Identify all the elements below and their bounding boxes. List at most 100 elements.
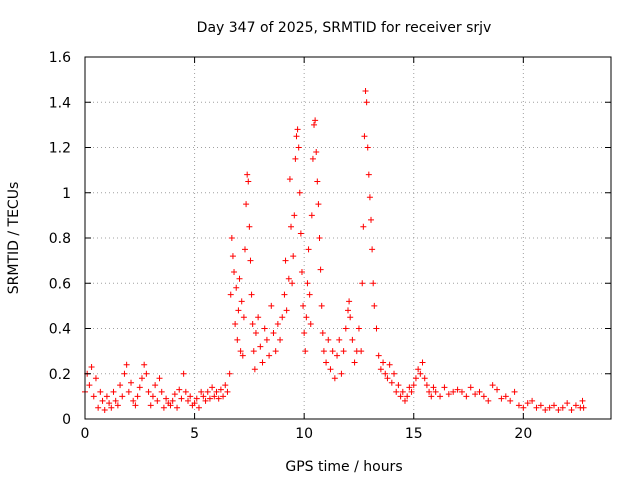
data-point: [323, 359, 330, 366]
data-point: [178, 395, 185, 402]
data-point: [251, 366, 258, 373]
data-point: [399, 388, 406, 395]
data-point: [313, 149, 320, 156]
data-point: [311, 121, 318, 128]
data-point: [110, 388, 117, 395]
data-point: [397, 393, 404, 400]
data-point: [268, 302, 275, 309]
data-point: [546, 404, 553, 411]
data-point: [395, 382, 402, 389]
data-point: [340, 348, 347, 355]
data-point: [371, 302, 378, 309]
data-point: [106, 400, 113, 407]
x-tick-label: 20: [514, 426, 532, 442]
data-point: [365, 171, 372, 178]
data-point: [215, 395, 222, 402]
data-point: [410, 382, 417, 389]
data-point: [185, 397, 192, 404]
data-point: [580, 404, 587, 411]
data-point: [134, 393, 141, 400]
chart-title: Day 347 of 2025, SRMTID for receiver srj…: [197, 20, 492, 36]
data-point: [336, 336, 343, 343]
data-point: [88, 363, 95, 370]
data-point: [404, 393, 411, 400]
data-point: [125, 388, 132, 395]
data-point: [426, 388, 433, 395]
data-point: [226, 370, 233, 377]
data-point: [375, 352, 382, 359]
x-axis-label: GPS time / hours: [285, 459, 402, 475]
data-point: [103, 393, 110, 400]
data-point: [419, 359, 426, 366]
data-point: [241, 246, 248, 253]
data-point: [401, 397, 408, 404]
data-point: [360, 223, 367, 230]
data-point: [293, 133, 300, 140]
data-point: [415, 366, 422, 373]
y-tick-label: 0.4: [49, 322, 71, 338]
data-point: [86, 382, 93, 389]
data-point: [171, 391, 178, 398]
data-point: [211, 393, 218, 400]
data-point: [373, 325, 380, 332]
data-point: [132, 402, 139, 409]
data-point: [579, 397, 586, 404]
data-point: [198, 388, 205, 395]
data-point: [564, 400, 571, 407]
data-point: [361, 133, 368, 140]
data-point: [259, 359, 266, 366]
y-tick-label: 1.6: [49, 50, 71, 66]
data-point: [304, 280, 311, 287]
data-point: [476, 388, 483, 395]
data-point: [441, 384, 448, 391]
data-point: [559, 404, 566, 411]
data-point: [297, 230, 304, 237]
data-point: [423, 382, 430, 389]
data-point: [217, 386, 224, 393]
data-point: [296, 189, 303, 196]
data-point: [384, 375, 391, 382]
data-point: [507, 397, 514, 404]
data-point: [156, 375, 163, 382]
data-point: [301, 330, 308, 337]
data-point: [300, 302, 307, 309]
data-point: [315, 201, 322, 208]
data-point: [572, 402, 579, 409]
data-point: [232, 320, 239, 327]
data-point: [119, 393, 126, 400]
y-tick-label: 1.2: [49, 141, 71, 157]
data-point: [316, 235, 323, 241]
y-tick-label: 0: [62, 412, 71, 428]
data-point: [309, 155, 316, 162]
data-point: [92, 375, 99, 382]
data-point: [224, 388, 231, 395]
data-point: [136, 384, 143, 391]
data-point: [174, 404, 181, 411]
data-point: [445, 391, 452, 398]
data-point: [147, 402, 154, 409]
data-point: [472, 391, 479, 398]
data-point: [515, 402, 522, 409]
data-point: [380, 359, 387, 366]
data-point: [370, 280, 377, 287]
data-point: [406, 384, 413, 391]
data-point: [101, 406, 108, 413]
data-point: [213, 388, 220, 395]
y-tick-label: 1.4: [49, 95, 71, 111]
data-point: [568, 406, 575, 413]
data-point: [325, 336, 332, 343]
data-point: [283, 307, 290, 314]
data-point: [377, 366, 384, 373]
data-point: [206, 395, 213, 402]
data-point: [288, 223, 295, 230]
data-point: [391, 370, 398, 377]
data-point: [95, 404, 102, 411]
data-point: [303, 314, 310, 321]
data-point: [358, 348, 365, 355]
data-point: [498, 395, 505, 402]
data-point: [138, 375, 145, 382]
data-point: [227, 291, 234, 298]
data-point: [489, 382, 496, 389]
data-point: [123, 361, 130, 368]
data-point: [90, 393, 97, 400]
